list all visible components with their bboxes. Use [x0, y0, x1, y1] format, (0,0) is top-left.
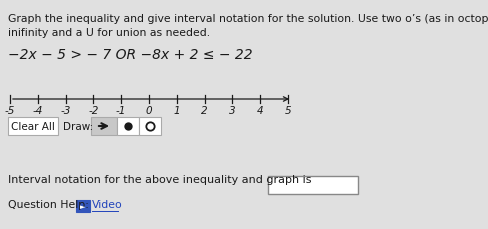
Text: 1: 1 [173, 106, 180, 115]
Text: 4: 4 [256, 106, 263, 115]
Text: inifinity and a U for union as needed.: inifinity and a U for union as needed. [8, 28, 210, 38]
Text: 5: 5 [284, 106, 291, 115]
Text: Video: Video [92, 199, 122, 209]
FancyBboxPatch shape [117, 117, 139, 135]
Text: -2: -2 [88, 106, 99, 115]
Text: Clear All: Clear All [11, 121, 55, 131]
Text: Draw:: Draw: [63, 121, 93, 131]
Text: -5: -5 [5, 106, 15, 115]
Text: -1: -1 [116, 106, 126, 115]
FancyBboxPatch shape [267, 176, 357, 194]
Text: Interval notation for the above inequality and graph is: Interval notation for the above inequali… [8, 174, 311, 184]
Text: ►: ► [80, 203, 85, 209]
Text: -3: -3 [61, 106, 71, 115]
FancyBboxPatch shape [76, 200, 90, 212]
Text: -4: -4 [33, 106, 43, 115]
Text: −2x − 5 > − 7 OR −8x + 2 ≤ − 22: −2x − 5 > − 7 OR −8x + 2 ≤ − 22 [8, 48, 252, 62]
FancyBboxPatch shape [8, 117, 58, 135]
Text: 0: 0 [145, 106, 152, 115]
Text: 3: 3 [228, 106, 235, 115]
FancyBboxPatch shape [91, 117, 117, 135]
Text: 2: 2 [201, 106, 207, 115]
FancyBboxPatch shape [139, 117, 161, 135]
Text: Graph the inequality and give interval notation for the solution. Use two o’s (a: Graph the inequality and give interval n… [8, 14, 488, 24]
Text: Question Help:: Question Help: [8, 199, 89, 209]
